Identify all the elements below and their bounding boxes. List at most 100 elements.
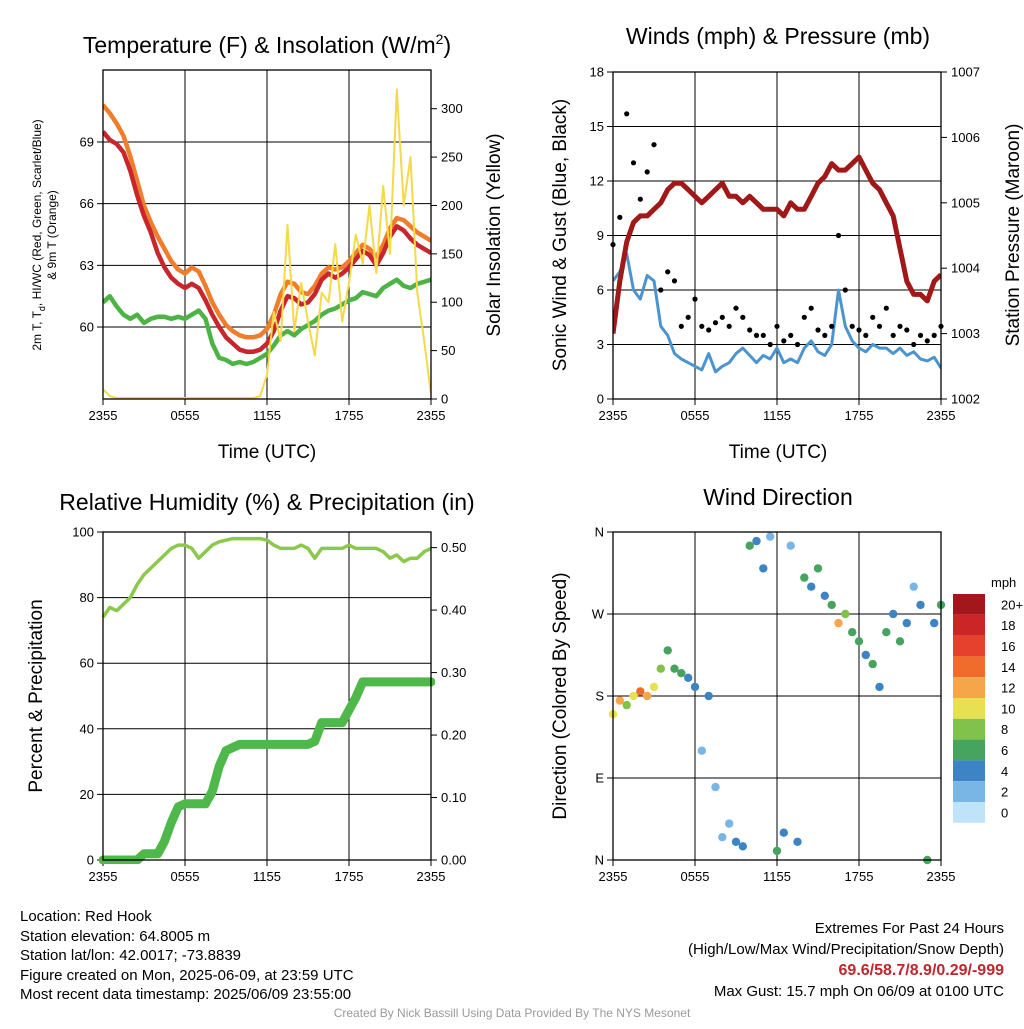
gust-point [890, 332, 896, 338]
gust-point [897, 323, 903, 329]
y-tick-label: 3 [597, 337, 604, 352]
created-text: Figure created on Mon, 2025-06-09, at 23… [20, 966, 354, 984]
y-axis-label-part1: 2m T, T [30, 310, 44, 350]
x-tick-label: 0555 [681, 408, 710, 423]
legend-label: 16 [1001, 639, 1015, 654]
y2-tick-label: 300 [441, 101, 463, 116]
gust-point [835, 232, 842, 239]
direction-point [752, 536, 761, 546]
gust-point [876, 323, 883, 329]
y2-tick-label: 0 [441, 392, 448, 407]
x-tick-label: 1155 [763, 408, 791, 423]
direction-point [827, 600, 836, 610]
x-tick-label: 2355 [89, 408, 118, 423]
direction-point [882, 628, 891, 637]
gust-point [699, 323, 705, 329]
panel-0: 2355 0555 1155 1755 2355 60 63 66 69 0 50 100 150 200… [80, 69, 463, 423]
x-tick-label: 1155 [253, 869, 281, 884]
y-tick-label: E [595, 771, 604, 786]
legend-swatch [953, 739, 985, 761]
y2-tick-label: 250 [441, 150, 463, 165]
direction-point [670, 664, 679, 673]
gust-point [685, 314, 691, 320]
x-tick-label: 1755 [335, 869, 364, 884]
gust-point [719, 314, 725, 320]
y-tick-label: 12 [590, 174, 604, 189]
y2-tick-label: 100 [441, 295, 463, 310]
direction-point [834, 618, 843, 628]
direction-point [738, 842, 747, 851]
direction-point [656, 664, 665, 673]
direction-point [868, 659, 877, 669]
direction-point [848, 628, 857, 637]
legend-swatch [953, 718, 985, 740]
gust-point [617, 214, 623, 220]
extremes-subtitle: (High/Low/Max Wind/Precipitation/Snow De… [688, 941, 1004, 958]
panel-1: 2355 0555 1155 1755 235503691215181002100310… [590, 65, 980, 424]
y-tick-label: 15 [590, 119, 604, 134]
direction-point [813, 564, 823, 573]
gust-point [630, 160, 637, 166]
y2-tick-label: 0.10 [441, 790, 466, 805]
y-tick-label: 60 [80, 320, 94, 335]
gust-point [815, 327, 821, 333]
station-info: Location: Red Hook Station elevation: 64… [20, 907, 354, 1005]
legend-unit: mph [991, 575, 1016, 590]
y2-tick-label: 1002 [951, 392, 980, 407]
gust-point [658, 287, 664, 293]
chart-title-end: ) [443, 32, 451, 58]
y-tick-label: W [592, 607, 605, 622]
x-tick-label: 2355 [599, 869, 628, 884]
legend-label: 12 [1001, 681, 1015, 696]
gust-point [822, 332, 828, 338]
gust-point [740, 314, 746, 320]
gust-point [781, 338, 787, 344]
chart-title: Temperature (F) & Insolation (W/m2) [83, 31, 451, 58]
gust-point [678, 323, 684, 329]
series-9m-temperature [103, 103, 431, 340]
direction-point [861, 650, 870, 660]
gust-point [849, 323, 855, 329]
y2-tick-label: 1005 [951, 195, 980, 210]
gust-point [637, 196, 643, 202]
chart-title: Relative Humidity (%) & Precipitation (i… [59, 489, 474, 515]
legend-label: 2 [1001, 785, 1008, 800]
y2-tick-label: 0.00 [441, 853, 466, 868]
gust-point [774, 323, 780, 329]
y2-tick-label: 200 [441, 198, 463, 213]
y2-tick-label: 0.30 [441, 665, 466, 680]
direction-point [718, 833, 727, 842]
legend-swatch [953, 635, 985, 657]
gust-point [856, 327, 862, 333]
y-axis-label: 2m T, Td, HI/WC (Red, Green, Scarlet/Blu… [30, 119, 47, 350]
legend-swatch [953, 802, 985, 823]
legend-label: 6 [1001, 743, 1008, 758]
direction-point [889, 609, 898, 619]
x-tick-label: 2355 [927, 408, 956, 423]
plot-border [612, 71, 942, 400]
direction-point [800, 573, 809, 582]
series-dewpoint [103, 277, 431, 367]
direction-point [854, 637, 864, 646]
recent-data-text: Most recent data timestamp: 2025/06/09 2… [20, 986, 352, 1003]
y-tick-label: 100 [72, 525, 94, 540]
y-tick-label: 80 [80, 590, 94, 605]
x-axis-label: Time (UTC) [729, 442, 828, 463]
direction-point [643, 691, 652, 701]
gust-point [870, 314, 876, 320]
y2-tick-label: 1003 [951, 326, 980, 341]
x-tick-label: 0555 [171, 408, 200, 423]
y-axis-label: Direction (Colored By Speed) [550, 572, 571, 819]
direction-point [930, 618, 939, 628]
plot-border [612, 531, 942, 861]
direction-point [615, 696, 624, 705]
gust-point [788, 332, 794, 338]
legend-swatch [953, 781, 985, 802]
y2-tick-label: 50 [441, 343, 455, 358]
series-relative-humidity [101, 536, 432, 619]
latlon-text: Station lat/lon: 42.0017; -73.8839 [20, 947, 242, 964]
direction-point [663, 646, 672, 655]
direction-point [807, 582, 816, 591]
